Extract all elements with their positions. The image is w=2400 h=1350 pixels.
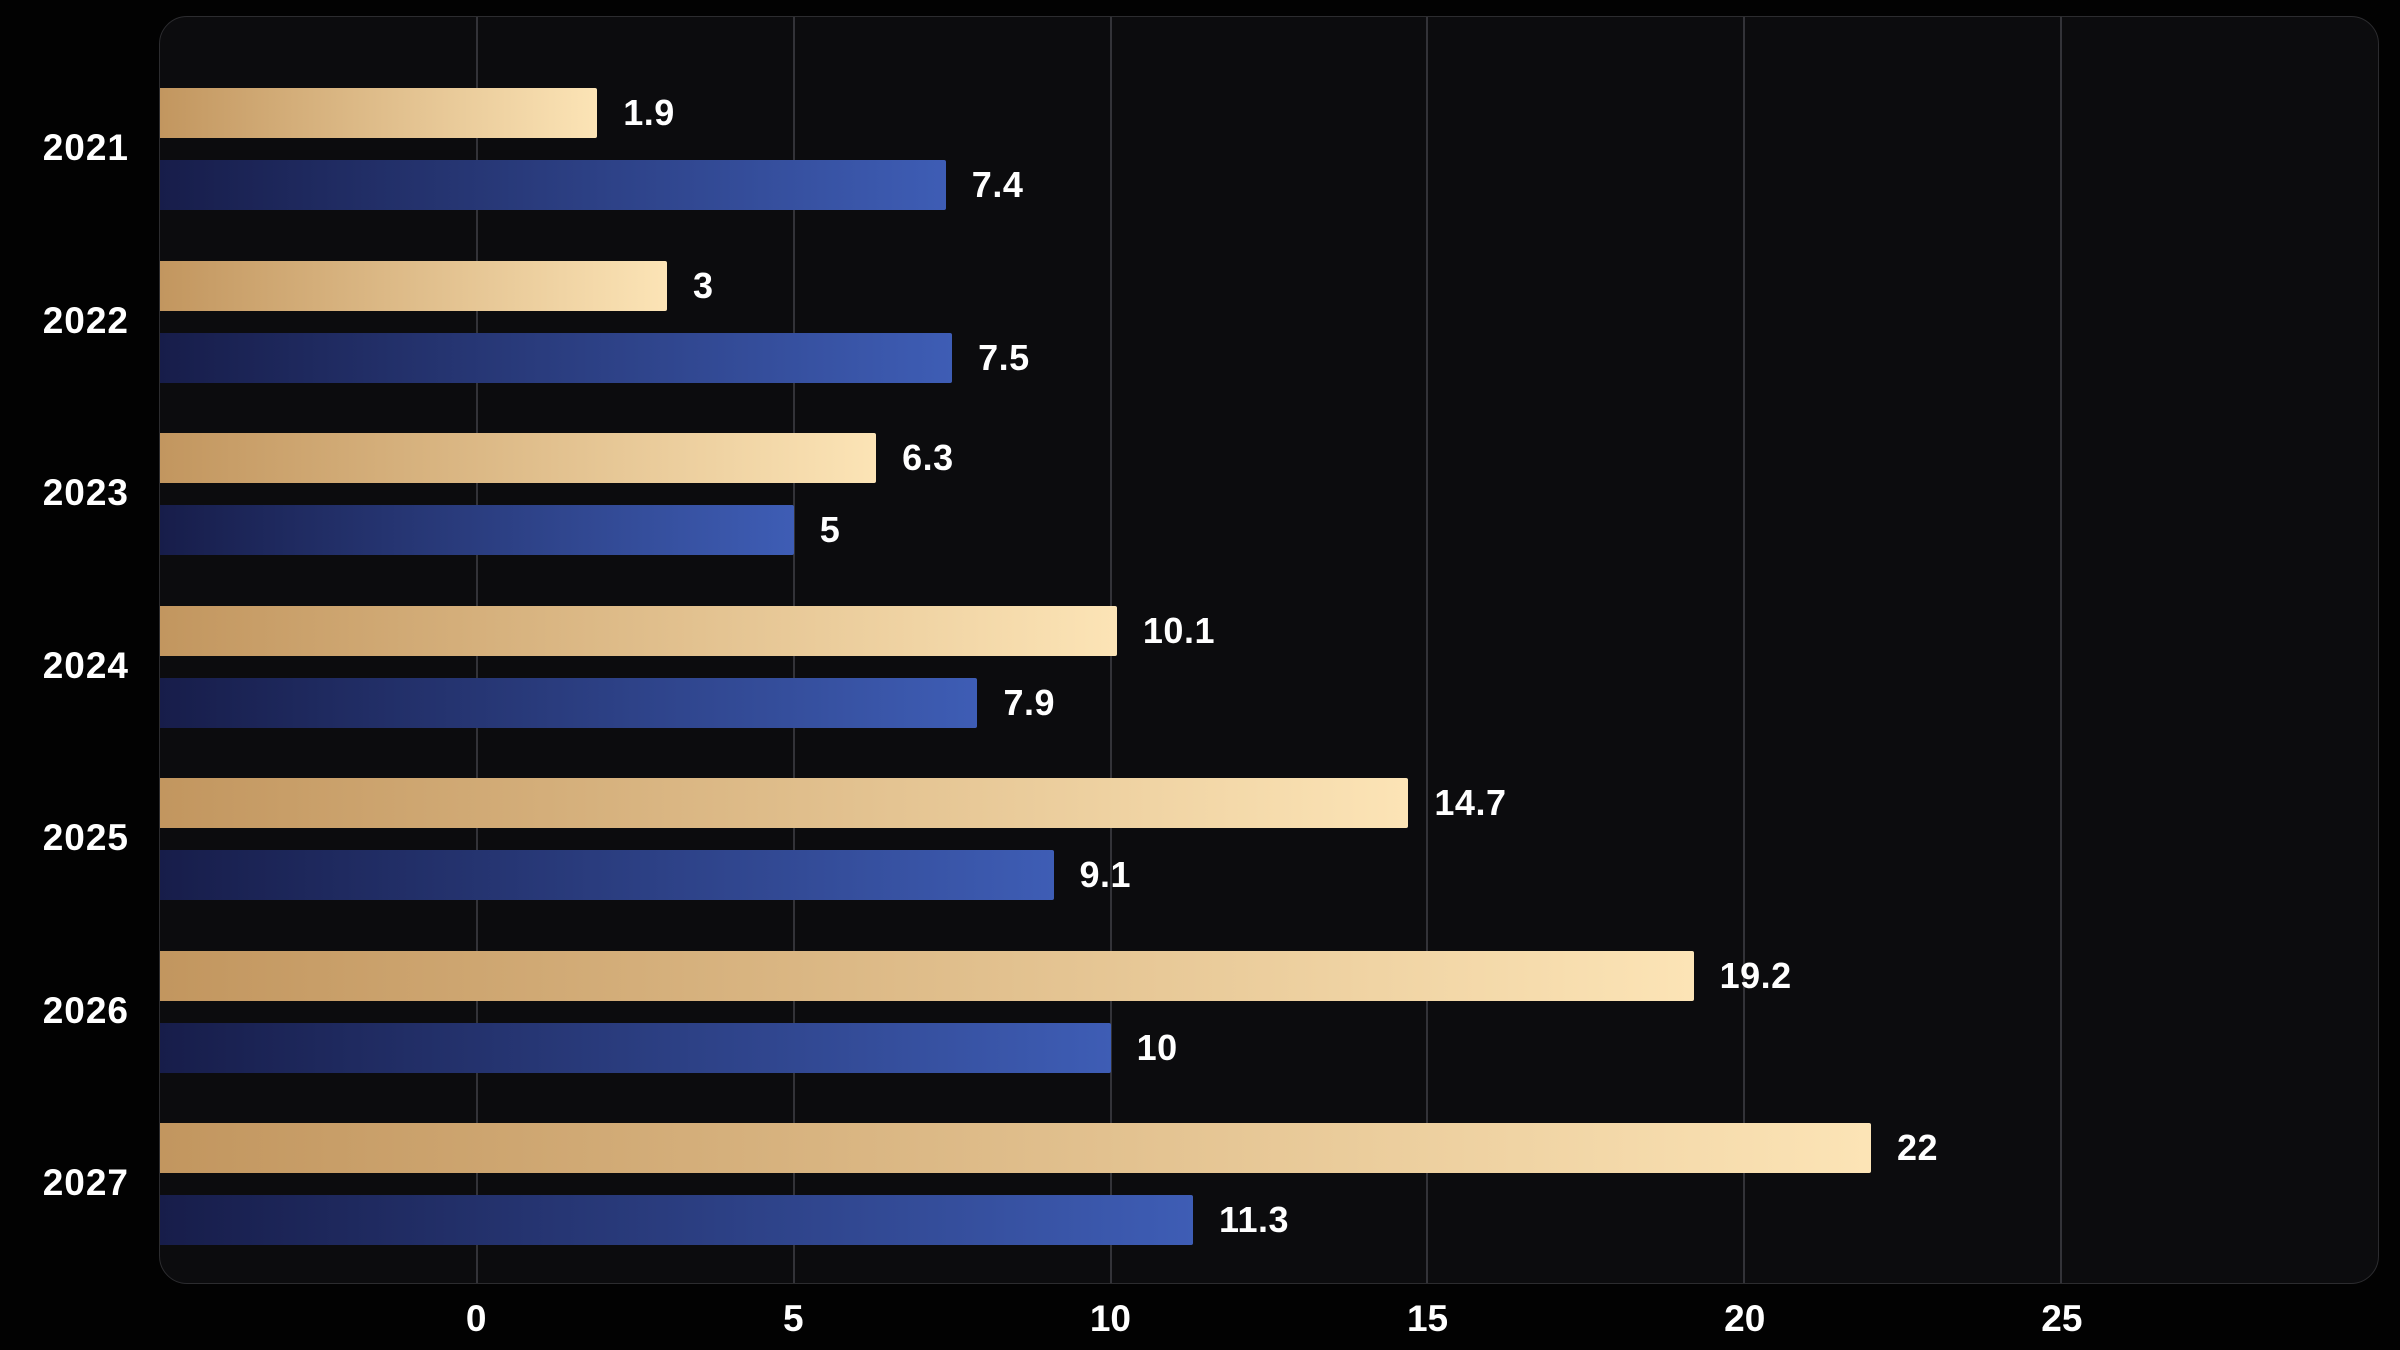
bar-value-label: 7.9 xyxy=(1003,681,1056,723)
bar-group-2027: 22 11.3 xyxy=(160,1123,2378,1245)
bar-value-label: 10.1 xyxy=(1142,609,1215,651)
bar-row-navy: 11.3 xyxy=(160,1195,2378,1245)
x-axis: 0 5 10 15 20 25 xyxy=(0,1284,2400,1350)
bar-navy xyxy=(160,505,794,555)
bar-navy xyxy=(160,332,953,383)
bar-row-navy: 7.9 xyxy=(160,677,2378,728)
bar-group-2024: 10.1 7.9 xyxy=(160,605,2378,728)
bar-row-gold: 1.9 xyxy=(160,88,2378,138)
bar-row-navy: 7.5 xyxy=(160,332,2378,383)
bar-row-gold: 3 xyxy=(160,260,2378,311)
bar-value-label: 14.7 xyxy=(1434,782,1507,823)
y-axis-label: 2023 xyxy=(42,472,129,513)
bar-value-label: 1.9 xyxy=(623,92,675,133)
bar-value-label: 10 xyxy=(1136,1026,1178,1068)
bar-gold xyxy=(160,88,598,138)
bar-row-gold: 10.1 xyxy=(160,605,2378,656)
y-axis-label: 2024 xyxy=(42,644,129,686)
bar-gold xyxy=(160,260,667,311)
bar-navy xyxy=(160,1022,1111,1073)
x-axis-tick-label: 0 xyxy=(465,1298,487,1339)
bar-row-gold: 19.2 xyxy=(160,950,2378,1001)
x-axis-tick-label: 5 xyxy=(782,1298,804,1339)
y-axis: 2021 2022 2023 2024 2025 2026 2027 xyxy=(0,16,143,1284)
gridline xyxy=(2060,17,2063,1283)
x-axis-tick-label: 15 xyxy=(1406,1298,1449,1339)
y-axis-label: 2027 xyxy=(42,1162,129,1203)
bar-group-2023: 6.3 5 xyxy=(160,433,2378,555)
bar-gold xyxy=(160,605,1117,656)
bar-row-navy: 9.1 xyxy=(160,850,2378,900)
bar-navy xyxy=(160,160,946,210)
bar-row-navy: 7.4 xyxy=(160,160,2378,210)
bar-gold xyxy=(160,1123,1872,1173)
bar-row-navy: 5 xyxy=(160,505,2378,555)
y-axis-label: 2026 xyxy=(42,989,129,1031)
bar-row-gold: 6.3 xyxy=(160,433,2378,483)
bar-group-2026: 19.2 10 xyxy=(160,950,2378,1073)
bar-navy xyxy=(160,1195,1193,1245)
y-axis-label: 2022 xyxy=(42,299,129,341)
y-axis-label: 2021 xyxy=(42,127,129,168)
bar-value-label: 9.1 xyxy=(1079,854,1132,895)
bar-navy xyxy=(160,677,978,728)
gridline xyxy=(1743,17,1746,1283)
bar-row-navy: 10 xyxy=(160,1022,2378,1073)
x-axis-tick-label: 20 xyxy=(1724,1298,1766,1339)
bar-value-label: 11.3 xyxy=(1218,1199,1290,1240)
bar-gold xyxy=(160,950,1694,1001)
bar-gold xyxy=(160,778,1409,828)
bar-group-2022: 3 7.5 xyxy=(160,260,2378,383)
bar-value-label: 7.5 xyxy=(978,336,1030,378)
bar-gold xyxy=(160,433,877,483)
bar-group-2021: 1.9 7.4 xyxy=(160,88,2378,210)
x-axis-tick-label: 25 xyxy=(2041,1298,2083,1339)
gridline xyxy=(1426,17,1429,1283)
bar-navy xyxy=(160,850,1054,900)
bar-row-gold: 22 xyxy=(160,1123,2378,1173)
bar-value-label: 22 xyxy=(1897,1127,1939,1168)
bar-value-label: 7.4 xyxy=(971,164,1024,205)
bar-value-label: 19.2 xyxy=(1719,954,1792,996)
chart-plot-area: 1.9 7.4 3 7.5 6.3 5 10.1 7.9 14.7 9.1 19.2 10 22 11.3 xyxy=(159,16,2379,1284)
y-axis-label: 2025 xyxy=(42,817,129,858)
bar-value-label: 3 xyxy=(692,264,714,306)
bar-group-2025: 14.7 9.1 xyxy=(160,778,2378,900)
bar-value-label: 6.3 xyxy=(902,437,954,478)
bar-value-label: 5 xyxy=(819,509,841,550)
x-axis-tick-label: 10 xyxy=(1089,1298,1131,1339)
bar-row-gold: 14.7 xyxy=(160,778,2378,828)
